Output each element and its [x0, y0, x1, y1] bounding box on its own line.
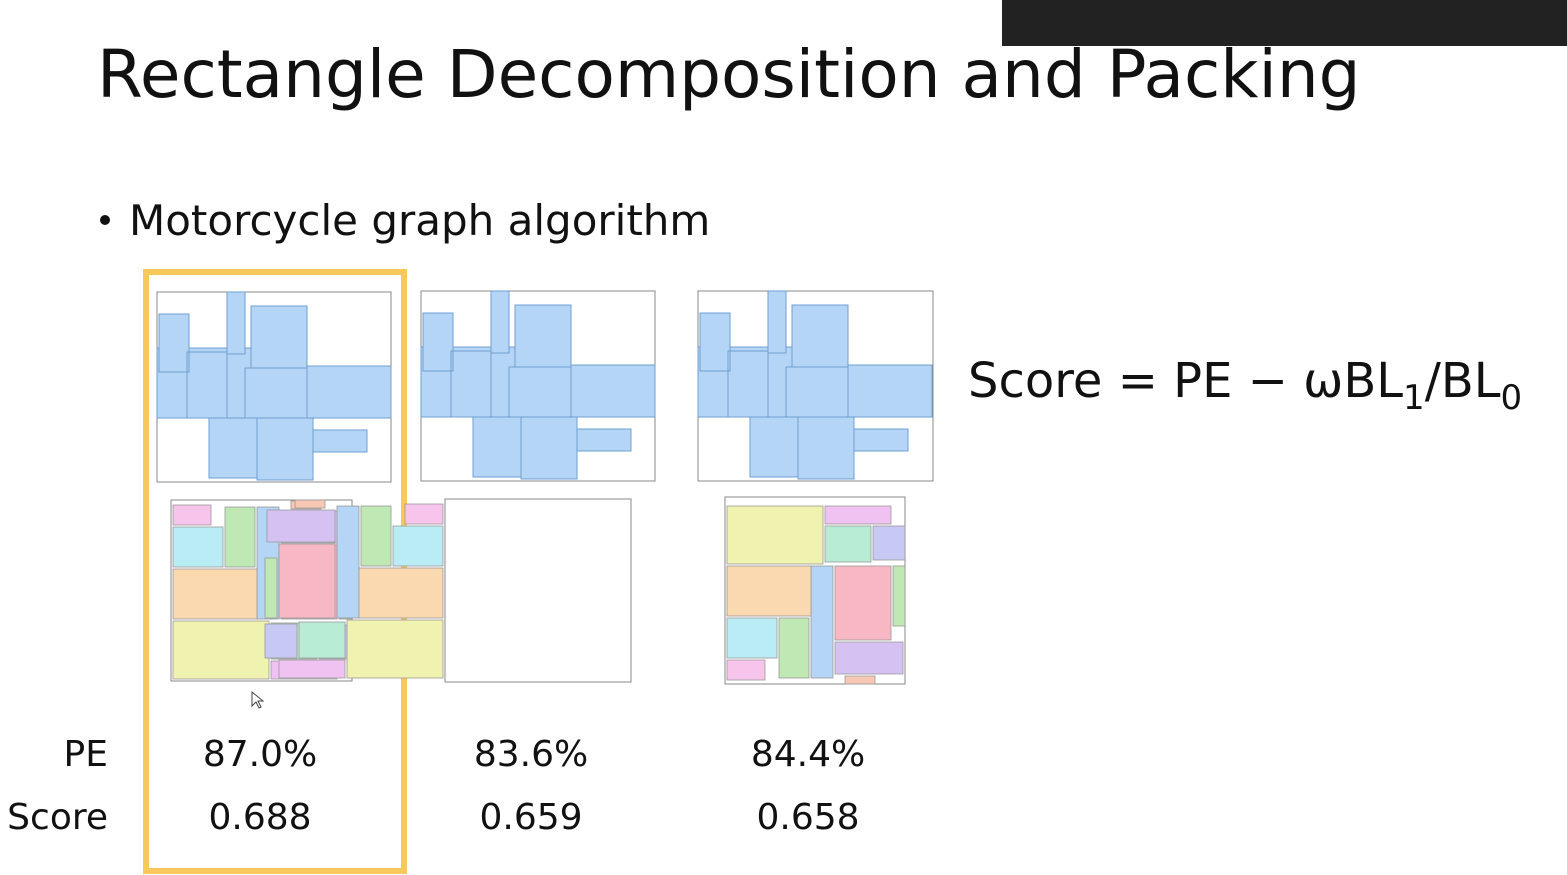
formula-mid: /BL	[1425, 353, 1501, 409]
packing-2	[264, 498, 632, 683]
decomposition-3	[697, 290, 934, 482]
formula-sub: 0	[1501, 378, 1523, 418]
table-cell: 83.6%	[474, 734, 588, 775]
bullet-text: Motorcycle graph algorithm	[129, 196, 710, 245]
cursor	[251, 690, 265, 709]
formula-main: Score = PE − ωBL	[968, 353, 1403, 409]
table-cell: 84.4%	[751, 734, 865, 775]
title: Rectangle Decomposition and Packing	[97, 36, 1361, 113]
formula-sub: 1	[1403, 378, 1425, 418]
formula: Score = PE − ωBL1/BL0	[968, 353, 1522, 418]
decomposition-1	[156, 291, 392, 483]
row-label: Score	[7, 797, 108, 838]
table-cell: 0.688	[208, 797, 311, 838]
bullet-dot	[100, 215, 110, 225]
video-overlay	[1002, 0, 1567, 46]
decomposition-2	[420, 290, 656, 482]
row-label: PE	[64, 734, 108, 775]
table-cell: 87.0%	[203, 734, 317, 775]
table-cell: 0.658	[756, 797, 859, 838]
packing-3	[724, 496, 906, 685]
table-cell: 0.659	[479, 797, 582, 838]
results-table: PE 87.0% 83.6% 84.4% Score 0.688 0.659 0.658	[7, 734, 865, 838]
